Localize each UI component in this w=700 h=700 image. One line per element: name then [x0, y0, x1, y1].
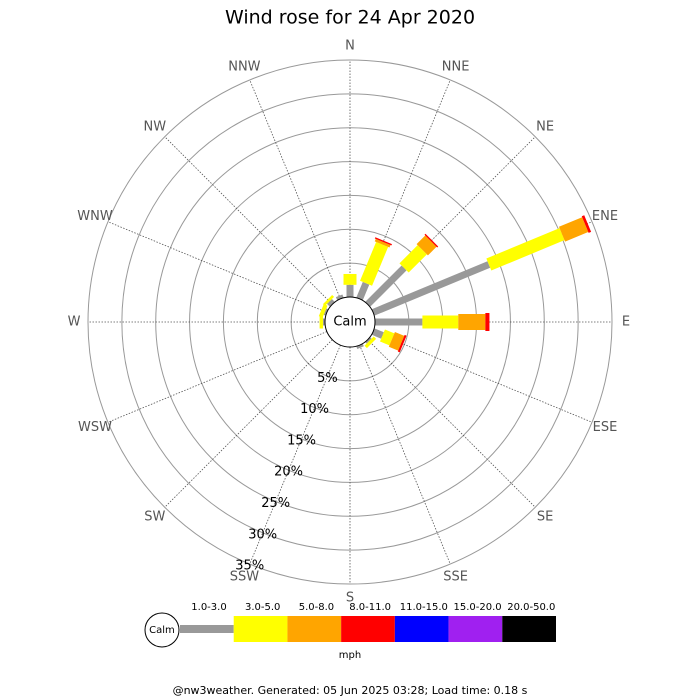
- bar-segment: [335, 294, 344, 301]
- legend-label: 20.0-50.0: [507, 602, 555, 613]
- direction-label: NNW: [228, 60, 260, 75]
- bar-segment: [371, 261, 491, 316]
- bar-segment: [365, 337, 372, 344]
- legend-label: 3.0-5.0: [245, 602, 280, 613]
- direction-label: E: [622, 315, 630, 330]
- direction-label: NE: [536, 119, 554, 134]
- legend-swatch: [287, 616, 342, 642]
- legend-swatch: [502, 616, 556, 642]
- bar-segment: [374, 238, 391, 248]
- r-tick-label: 35%: [235, 559, 264, 574]
- bar-segment: [399, 245, 427, 273]
- legend-label: 8.0-11.0: [349, 602, 391, 613]
- r-tick-label: 25%: [261, 496, 290, 511]
- spoke: [249, 79, 341, 300]
- direction-label: WNW: [77, 209, 113, 224]
- bar-segment: [346, 284, 354, 297]
- bar-segment: [365, 265, 407, 307]
- chart-title: Wind rose for 24 Apr 2020: [225, 7, 475, 29]
- spoke: [107, 221, 328, 313]
- bar-segment: [323, 308, 329, 316]
- spoke: [164, 339, 333, 508]
- legend-swatch: [233, 616, 288, 642]
- legend-calm: [144, 612, 180, 648]
- legend-unit: mph: [339, 650, 361, 661]
- spoke: [164, 136, 333, 305]
- r-tick-label: 20%: [274, 465, 303, 480]
- bar-segment: [318, 304, 328, 318]
- spoke: [372, 331, 593, 423]
- spoke: [107, 331, 328, 423]
- bar-segment: [485, 313, 490, 331]
- direction-label: SSW: [230, 569, 260, 584]
- bar-segment: [322, 294, 335, 307]
- bar-segment: [343, 273, 357, 285]
- direction-label: S: [346, 591, 354, 606]
- bar-segment: [388, 331, 405, 351]
- direction-label: ESE: [593, 420, 618, 435]
- bar-segment: [397, 334, 407, 353]
- calm-label: Calm: [333, 315, 366, 330]
- direction-label: W: [68, 315, 81, 330]
- r-tick-label: 5%: [317, 371, 338, 386]
- bar-segment: [326, 298, 335, 307]
- bar-segment: [486, 228, 565, 271]
- bar-segment: [375, 318, 423, 326]
- bar-segment: [356, 343, 364, 349]
- legend-label: 15.0-20.0: [454, 602, 502, 613]
- grid-ring: [121, 93, 579, 551]
- r-tick-label: 15%: [287, 433, 316, 448]
- bar-segment: [581, 215, 592, 233]
- legend-swatch: [448, 616, 503, 642]
- bar-segment: [360, 241, 389, 286]
- spoke: [249, 344, 341, 565]
- legend-swatch: [394, 616, 449, 642]
- direction-label: N: [345, 39, 355, 54]
- direction-label: NNE: [442, 60, 470, 75]
- direction-label: SSE: [443, 569, 468, 584]
- direction-label: ENE: [592, 209, 618, 224]
- footer: @nw3weather. Generated: 05 Jun 2025 03:2…: [173, 684, 528, 697]
- calm-circle: [324, 296, 376, 348]
- direction-label: SW: [144, 510, 165, 525]
- legend-label: 5.0-8.0: [299, 602, 334, 613]
- bar-segment: [458, 314, 486, 330]
- legend-label: 1.0-3.0: [191, 602, 226, 613]
- bar-segment: [379, 329, 395, 346]
- bar-segment: [364, 336, 377, 349]
- direction-label: NW: [144, 119, 167, 134]
- spoke: [367, 339, 536, 508]
- direction-label: SE: [537, 510, 553, 525]
- legend-swatch: [180, 625, 234, 633]
- bar-segment: [319, 315, 323, 329]
- bar-segment: [416, 235, 437, 256]
- grid-ring: [87, 59, 613, 585]
- legend-calm-label: Calm: [149, 625, 175, 636]
- bar-segment: [558, 217, 589, 242]
- bar-segment: [424, 233, 439, 248]
- bar-segment: [371, 328, 384, 339]
- legend-swatch: [341, 616, 395, 642]
- r-tick-label: 30%: [248, 527, 277, 542]
- direction-label: WSW: [78, 420, 112, 435]
- bar-segment: [322, 318, 325, 326]
- bar-segment: [356, 281, 370, 301]
- spoke: [359, 344, 451, 565]
- bar-segment: [422, 315, 459, 329]
- legend-label: 11.0-15.0: [400, 602, 448, 613]
- bar-segment: [374, 237, 392, 246]
- r-tick-label: 10%: [300, 402, 329, 417]
